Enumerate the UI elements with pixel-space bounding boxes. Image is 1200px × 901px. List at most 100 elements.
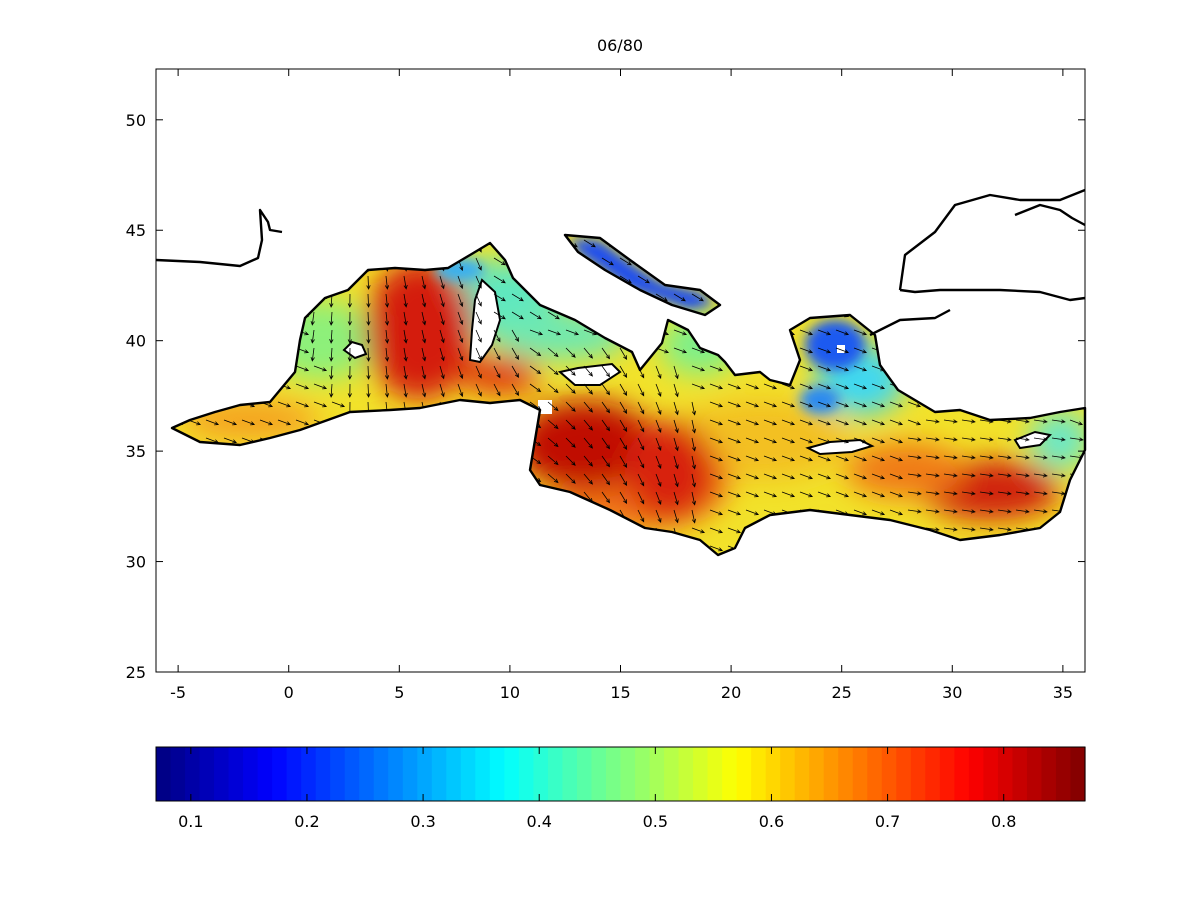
vector-arrow	[817, 329, 832, 336]
vector-arrow	[366, 329, 371, 344]
vector-arrow	[799, 365, 814, 372]
vector-arrow	[997, 455, 1012, 460]
colorbar-frame	[155, 746, 1086, 802]
vector-arrow	[961, 509, 976, 514]
vector-arrow	[511, 365, 519, 378]
vector-arrow	[943, 527, 958, 532]
vector-arrow	[997, 509, 1012, 514]
vector-arrow	[601, 437, 611, 450]
vector-arrow	[295, 383, 310, 390]
vector-arrow	[835, 491, 850, 498]
vector-arrow	[709, 401, 724, 408]
vector-arrow	[907, 473, 922, 478]
vector-arrow	[925, 527, 940, 532]
vector-arrow	[943, 509, 958, 514]
vector-arrow	[655, 437, 662, 451]
vector-arrow	[619, 473, 628, 486]
vector-arrow	[709, 473, 724, 480]
vector-arrow	[727, 473, 742, 480]
vector-arrow	[925, 455, 940, 460]
vector-arrow	[619, 455, 628, 468]
vector-arrow	[277, 419, 292, 426]
vector-arrow	[601, 401, 611, 414]
vector-arrow	[799, 419, 814, 426]
vector-arrow	[745, 491, 760, 498]
colorbar-cell	[910, 747, 926, 801]
vector-arrow	[565, 473, 576, 484]
vector-arrow	[961, 455, 976, 460]
colorbar-tick-label: 0.5	[643, 812, 668, 831]
vector-arrow	[347, 293, 352, 308]
vector-arrow	[691, 473, 696, 488]
vector-arrow	[583, 455, 593, 467]
colorbar-cell	[678, 747, 694, 801]
vector-arrow	[583, 347, 593, 359]
colorbar-cell	[605, 747, 622, 801]
vector-arrow	[457, 383, 464, 398]
vector-arrow	[961, 437, 976, 442]
vector-arrow	[691, 347, 706, 354]
vector-arrow	[619, 401, 628, 414]
colorbar-cell	[1070, 747, 1086, 801]
vector-arrow	[871, 473, 886, 480]
vector-arrow	[745, 455, 760, 462]
vector-arrow	[871, 383, 886, 390]
vector-arrow	[547, 419, 559, 430]
vector-arrow	[583, 419, 593, 431]
vector-arrow	[384, 365, 390, 380]
colorbar-cell	[547, 747, 564, 801]
vector-arrow	[223, 437, 238, 444]
vector-arrow	[1033, 491, 1048, 496]
vector-arrow	[421, 293, 427, 308]
vector-arrow	[1033, 509, 1048, 514]
x-tick-label: 10	[500, 683, 520, 702]
colorbar-cell	[359, 747, 375, 801]
x-tick-label: 5	[394, 683, 404, 702]
vector-arrow	[347, 365, 352, 380]
vector-arrow	[817, 437, 832, 444]
vector-arrow	[655, 509, 662, 523]
vector-arrow	[547, 311, 560, 320]
vector-arrow	[817, 383, 832, 390]
colorbar-cell	[881, 747, 897, 801]
vector-arrow	[547, 383, 559, 394]
vector-arrow	[1069, 419, 1084, 426]
vector-arrow	[835, 401, 850, 408]
vector-arrow	[907, 491, 922, 496]
y-tick-label: 50	[126, 111, 146, 130]
vector-arrow	[601, 455, 611, 468]
vector-arrow	[529, 383, 542, 393]
vector-arrow	[655, 383, 662, 397]
y-axis: 50 45 40 35 30 25	[126, 111, 1085, 682]
vector-arrow	[673, 347, 688, 354]
vector-arrow	[403, 293, 408, 308]
colorbar-cell	[838, 747, 854, 801]
vector-arrow	[1033, 473, 1048, 478]
vector-arrow	[310, 311, 315, 326]
colorbar: 0.1 0.2 0.3 0.4 0.5 0.6 0.7 0.8	[155, 746, 1086, 831]
vector-arrow	[745, 419, 760, 426]
vector-arrow	[329, 293, 334, 308]
vector-arrow	[493, 311, 506, 320]
vector-arrow	[637, 383, 645, 397]
vector-arrow	[961, 419, 976, 424]
x-tick-label: 25	[832, 683, 852, 702]
vector-arrow	[871, 491, 886, 498]
vector-arrow	[619, 491, 628, 504]
vector-arrow	[727, 527, 742, 534]
colorbar-cell	[504, 747, 520, 801]
colorbar-cell	[794, 747, 810, 801]
vector-arrow	[511, 383, 519, 396]
field-low-areas	[435, 238, 865, 414]
colorbar-cell	[1012, 747, 1028, 801]
vector-arrow	[853, 329, 868, 336]
vector-arrow	[421, 311, 427, 326]
vector-arrow	[655, 401, 662, 415]
colorbar-cell	[896, 747, 912, 801]
vector-arrow	[511, 329, 519, 342]
vector-arrow	[637, 473, 645, 487]
vector-arrow	[277, 401, 292, 408]
vector-arrow	[907, 401, 922, 408]
colorbar-cell	[765, 747, 781, 801]
